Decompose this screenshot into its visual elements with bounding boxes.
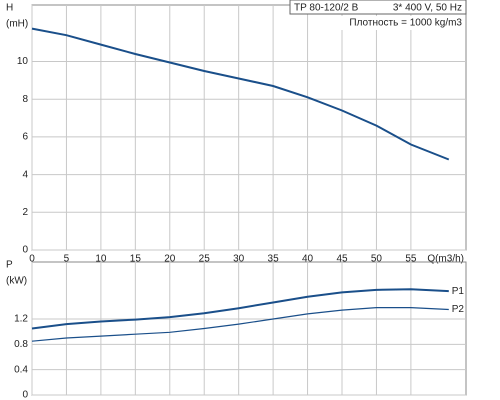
x-tick-label: 0: [29, 254, 35, 265]
x-tick-label: 15: [130, 254, 142, 265]
x-axis-label: Q(m3/h): [427, 254, 464, 265]
x-tick-label: 5: [64, 254, 70, 265]
plot-frame: [31, 4, 467, 251]
y-tick-label: 1.2: [14, 314, 28, 325]
y-tick-label: 10: [17, 56, 29, 67]
density-note: Плотность = 1000 kg/m3: [349, 18, 462, 29]
series-label: P2: [452, 304, 465, 315]
y-tick-label: 6: [22, 132, 28, 143]
header-power: 3* 400 V, 50 Hz: [393, 3, 462, 14]
y-tick-label: 0: [22, 245, 28, 256]
series-label: P1: [452, 286, 465, 297]
y-tick-label: 4: [22, 169, 28, 180]
x-tick-label: 25: [199, 254, 211, 265]
y-axis-label: (mH): [6, 19, 28, 30]
x-tick-label: 20: [164, 254, 176, 265]
curve: [31, 307, 449, 342]
note-bg: [335, 16, 465, 30]
x-tick-label: 40: [302, 254, 314, 265]
x-tick-label: 45: [336, 254, 348, 265]
y-axis-label: H: [6, 3, 13, 14]
header-box: [289, 0, 467, 15]
header-model: TP 80-120/2 B: [294, 3, 359, 14]
curve: [31, 288, 449, 330]
y-tick-label: 8: [22, 94, 28, 105]
curve: [31, 27, 450, 161]
y-tick-label: 0.8: [14, 339, 28, 350]
y-tick-label: 0: [22, 390, 28, 400]
x-tick-label: 30: [233, 254, 245, 265]
y-tick-label: 2: [22, 207, 28, 218]
plot-frame: [31, 261, 467, 396]
y-axis-label: P: [6, 260, 13, 271]
x-tick-label: 10: [95, 254, 107, 265]
x-tick-label: 55: [405, 254, 417, 265]
y-tick-label: 0.4: [14, 364, 28, 375]
x-tick-label: 35: [268, 254, 280, 265]
x-tick-label: 50: [371, 254, 383, 265]
y-axis-label: (kW): [6, 276, 27, 287]
